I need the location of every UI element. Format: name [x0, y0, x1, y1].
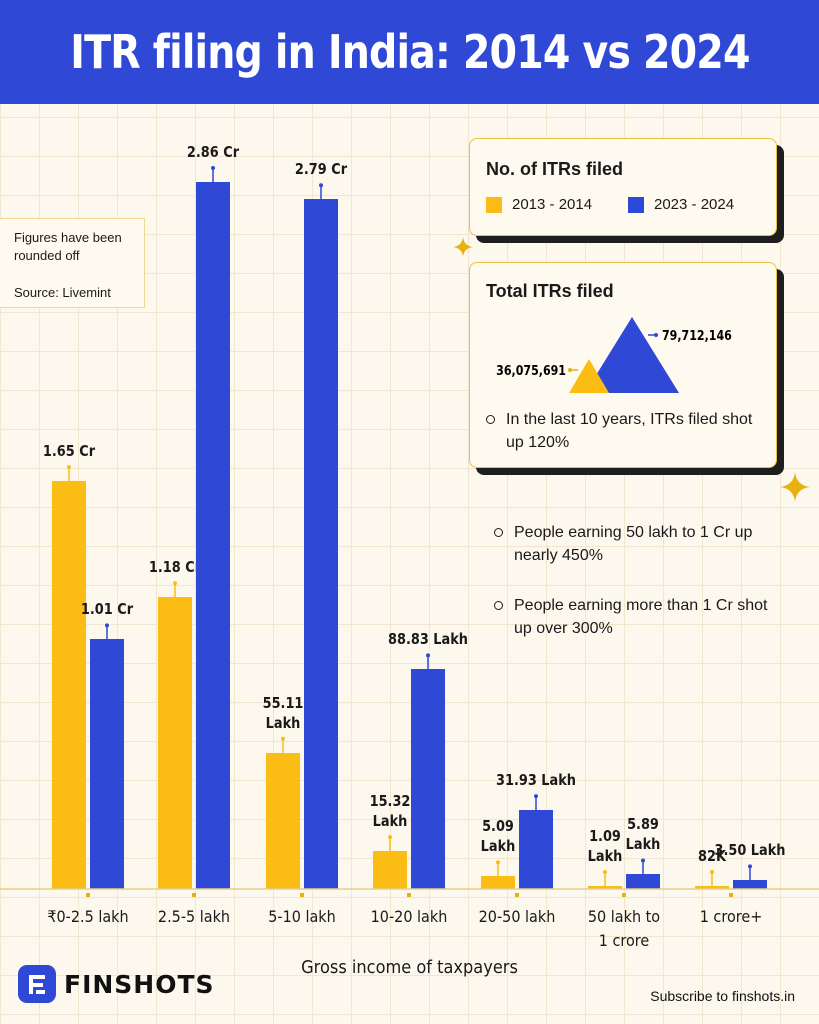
total-title: Total ITRs filed: [486, 281, 614, 301]
x-tick-label: 2.5-5 lakh: [157, 907, 231, 926]
bar-2014: [52, 481, 86, 889]
bullet-1cr: People earning more than 1 Cr shot up ov…: [494, 594, 774, 640]
data-label-2014: 82K: [698, 847, 726, 865]
brand-name: FINSHOTS: [64, 969, 215, 999]
label-connector-dot: [641, 858, 645, 863]
bar-2024: [411, 669, 445, 889]
bullet-50lakh: People earning 50 lakh to 1 Cr up nearly…: [494, 521, 774, 567]
x-axis-title: Gross income of taxpayers: [301, 957, 518, 978]
bar-2024: [196, 182, 230, 889]
label-connector-dot: [319, 183, 323, 188]
total-card: Total ITRs filed 79,712,146 36,075,691 I…: [469, 262, 777, 468]
data-label-2024: 5.89 Lakh: [625, 815, 661, 854]
label-connector-dot: [281, 736, 285, 741]
label-connector-dot: [710, 870, 714, 874]
note-text: Figures have been rounded off: [14, 230, 122, 263]
label-connector-dot: [603, 870, 607, 874]
finshots-logo-icon: [18, 965, 56, 1003]
header-banner: ITR filing in India: 2014 vs 2024: [0, 0, 819, 104]
data-label-2024: 3.50 Lakh: [714, 841, 786, 860]
legend-label-2024: 2023 - 2024: [654, 196, 735, 213]
data-label-2024: 1.01 Cr: [80, 600, 134, 619]
page-title: ITR filing in India: 2014 vs 2024: [69, 25, 750, 79]
label-connector-dot: [496, 860, 500, 865]
label-connector-dot: [426, 653, 430, 658]
bar-2014: [373, 851, 407, 889]
bar-2024: [90, 639, 124, 889]
x-tick-label: 1 crore+: [699, 907, 763, 926]
x-tick: [407, 893, 411, 897]
bar-2014: [158, 597, 192, 889]
bullet-1cr-text: People earning more than 1 Cr shot up ov…: [514, 597, 768, 637]
label-connector-dot: [173, 581, 177, 586]
total-label-2024: 79,712,146: [662, 328, 732, 343]
bar-2014: [481, 876, 515, 889]
bullet-icon: [494, 601, 503, 610]
data-label-2014: 5.09 Lakh: [480, 817, 516, 856]
triangle-2014: [569, 359, 609, 393]
bullet-icon: [494, 528, 503, 537]
legend-item-2024: 2023 - 2024: [628, 196, 734, 213]
bullet-icon: [486, 415, 495, 424]
data-label-2024: 31.93 Lakh: [495, 771, 576, 790]
label-connector-dot: [748, 864, 752, 869]
sparkle-icon: [780, 472, 810, 502]
finshots-logo: FINSHOTS: [18, 965, 215, 1003]
legend-label-2014: 2013 - 2014: [512, 196, 593, 213]
legend-swatch-2024: [628, 196, 644, 213]
data-label-2024: 88.83 Lakh: [387, 630, 468, 649]
label-connector-dot: [534, 794, 538, 799]
x-tick: [300, 893, 304, 897]
x-tick-label: 50 lakh to 1 crore: [587, 907, 661, 950]
data-label-2014: 1.09 Lakh: [587, 827, 623, 865]
x-tick-label: ₹0-2.5 lakh: [47, 907, 129, 926]
bar-2014: [588, 886, 622, 889]
x-tick: [515, 893, 519, 897]
x-tick-label: 5-10 lakh: [268, 907, 336, 926]
total-label-2014: 36,075,691: [496, 363, 566, 378]
bar-2024: [626, 874, 660, 889]
label-connector-dot: [211, 166, 215, 170]
bar-2024: [519, 810, 553, 889]
x-tick-label: 10-20 lakh: [370, 907, 448, 926]
bar-2014: [695, 886, 729, 889]
label-connector-dot: [388, 835, 392, 840]
total-bullet: In the last 10 years, ITRs filed shot up…: [486, 408, 766, 454]
data-label-2014: 55.11 Lakh: [262, 693, 304, 732]
x-tick: [192, 893, 196, 897]
legend-card: No. of ITRs filed 2013 - 2014 2023 - 202…: [469, 138, 777, 236]
data-label-2014: 15.32 Lakh: [369, 792, 411, 831]
total-bullet-text: In the last 10 years, ITRs filed shot up…: [506, 411, 753, 451]
legend-title: No. of ITRs filed: [486, 159, 623, 179]
x-tick: [86, 893, 90, 897]
bar-2024: [304, 199, 338, 889]
source-text: Source: Livemint: [14, 285, 111, 300]
label-connector-dot: [105, 623, 109, 628]
bar-2014: [266, 752, 300, 889]
note-box: Figures have been rounded off Source: Li…: [0, 218, 145, 308]
x-tick: [729, 893, 733, 897]
legend-item-2014: 2013 - 2014: [486, 196, 592, 213]
x-tick: [622, 893, 626, 897]
data-label-2024: 2.79 Cr: [294, 160, 348, 179]
legend-swatch-2014: [486, 196, 502, 213]
bullet-50lakh-text: People earning 50 lakh to 1 Cr up nearly…: [514, 524, 753, 564]
sparkle-icon: [453, 237, 473, 257]
subscribe-link[interactable]: Subscribe to finshots.in: [650, 988, 795, 1004]
total-triangles: 79,712,146 36,075,691: [496, 317, 732, 393]
data-label-2014: 1.65 Cr: [42, 442, 96, 461]
data-label-2024: 2.86 Cr: [186, 143, 240, 161]
x-tick-label: 20-50 lakh: [478, 907, 556, 926]
bar-2024: [733, 880, 767, 889]
label-connector-dot: [67, 465, 71, 470]
triangle-2024: [585, 317, 679, 393]
